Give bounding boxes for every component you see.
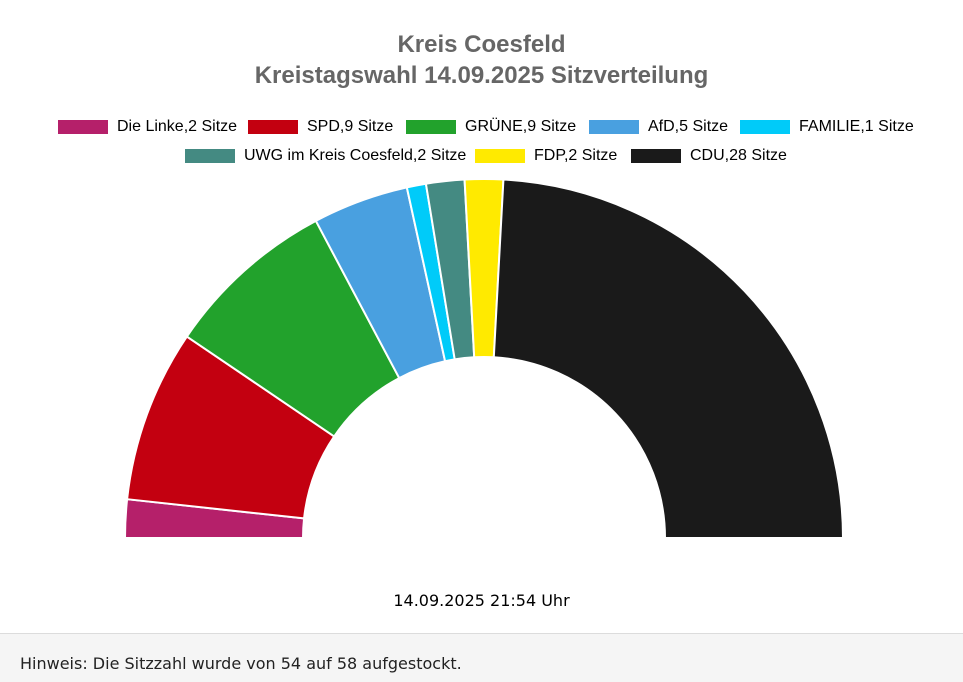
legend-swatch xyxy=(631,149,681,163)
legend-item[interactable]: CDU,28 Sitze xyxy=(631,146,787,166)
legend-label: FDP,2 Sitze xyxy=(534,147,618,164)
parliament-chart xyxy=(124,178,844,539)
legend-item[interactable]: GRÜNE,9 Sitze xyxy=(406,117,576,137)
legend-row-1: Die Linke,2 Sitze SPD,9 Sitze GRÜNE,9 Sitz… xyxy=(0,117,963,137)
legend-row-2: UWG im Kreis Coesfeld,2 Sitze FDP,2 Sitze… xyxy=(0,146,963,166)
legend-item[interactable]: AfD,5 Sitze xyxy=(589,117,728,137)
legend-swatch xyxy=(248,120,298,134)
legend-swatch xyxy=(406,120,456,134)
legend-item[interactable]: SPD,9 Sitze xyxy=(248,117,393,137)
legend-item[interactable]: UWG im Kreis Coesfeld,2 Sitze xyxy=(185,146,466,166)
legend-item[interactable]: FDP,2 Sitze xyxy=(475,146,617,166)
timestamp: 14.09.2025 21:54 Uhr xyxy=(393,591,570,610)
footer-notice: Hinweis: Die Sitzzahl wurde von 54 auf 5… xyxy=(0,633,963,682)
legend-swatch xyxy=(589,120,639,134)
legend-label: AfD,5 Sitze xyxy=(648,118,729,135)
legend-label: FAMILIE,1 Sitze xyxy=(799,118,914,135)
legend-label: SPD,9 Sitze xyxy=(307,118,394,135)
legend-label: CDU,28 Sitze xyxy=(690,147,787,164)
legend-item[interactable]: Die Linke,2 Sitze xyxy=(58,117,237,137)
legend-label: Die Linke,2 Sitze xyxy=(117,118,238,135)
legend-label: GRÜNE,9 Sitze xyxy=(465,118,577,135)
legend-item[interactable]: FAMILIE,1 Sitze xyxy=(740,117,914,137)
legend-swatch xyxy=(740,120,790,134)
legend-swatch xyxy=(58,120,108,134)
chart-title: Kreis Coesfeld xyxy=(397,31,566,58)
seat-segment-cdu[interactable] xyxy=(492,178,844,539)
legend-swatch xyxy=(185,149,235,163)
legend-label: UWG im Kreis Coesfeld,2 Sitze xyxy=(244,147,467,164)
chart-subtitle: Kreistagswahl 14.09.2025 Sitzverteilung xyxy=(254,62,709,89)
footer-note: Hinweis: Die Sitzzahl wurde von 54 auf 5… xyxy=(20,654,462,673)
chart-area: Kreis Coesfeld Kreistagswahl 14.09.2025 … xyxy=(0,31,963,610)
legend-swatch xyxy=(475,149,525,163)
